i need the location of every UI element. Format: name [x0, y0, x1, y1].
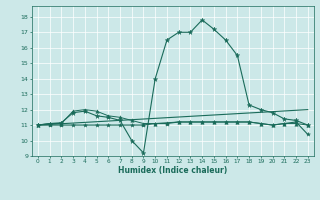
X-axis label: Humidex (Indice chaleur): Humidex (Indice chaleur)	[118, 166, 228, 175]
